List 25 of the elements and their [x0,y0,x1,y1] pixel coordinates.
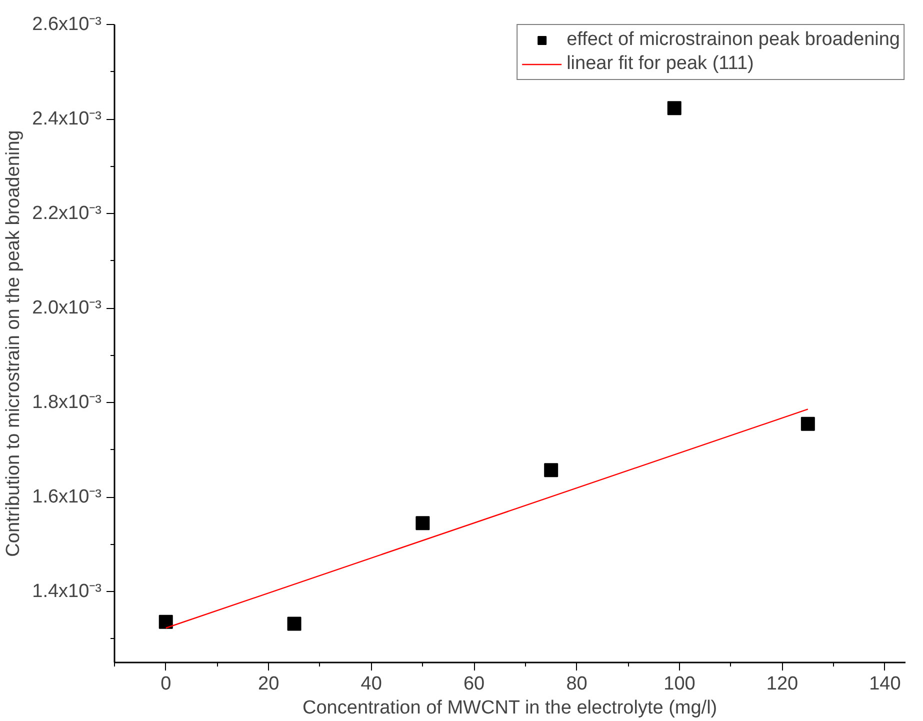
point [800,416,815,431]
y-tick-label: 1.4x10⁻³ [32,581,102,602]
y-tick-label: 2.0x10⁻³ [32,298,102,319]
x-tick-label: 120 [766,674,798,694]
point [416,516,430,530]
point [158,614,173,629]
y-tick-label: 2.4x10⁻³ [32,108,102,130]
point [287,616,302,631]
legend-label: linear fit for peak (111) [566,53,754,75]
x-tick-label: 100 [664,674,696,694]
y-tick-label: 1.8x10⁻³ [32,392,102,414]
y-tick-label: 2.6x10⁻³ [32,14,102,35]
y-tick-label: 1.6x10⁻³ [32,486,102,508]
x-tick-label: 20 [258,674,280,694]
x-tick-label: 0 [160,674,172,694]
legend-label: effect of microstrainon peak broadening [566,29,900,51]
x-tick-label: 40 [360,674,382,694]
point [544,463,558,478]
x-tick-label: 60 [463,674,485,694]
x-axis-title: Concentration of MWCNT in the electrolyte (mg/l) [302,698,718,718]
y-axis-title: Contribution to microstrain on the peak broadening [3,130,24,557]
x-tick-label: 140 [869,674,901,694]
y-tick-label: 2.2x10⁻³ [32,203,102,224]
point [667,101,682,116]
x-tick-label: 80 [566,674,588,694]
